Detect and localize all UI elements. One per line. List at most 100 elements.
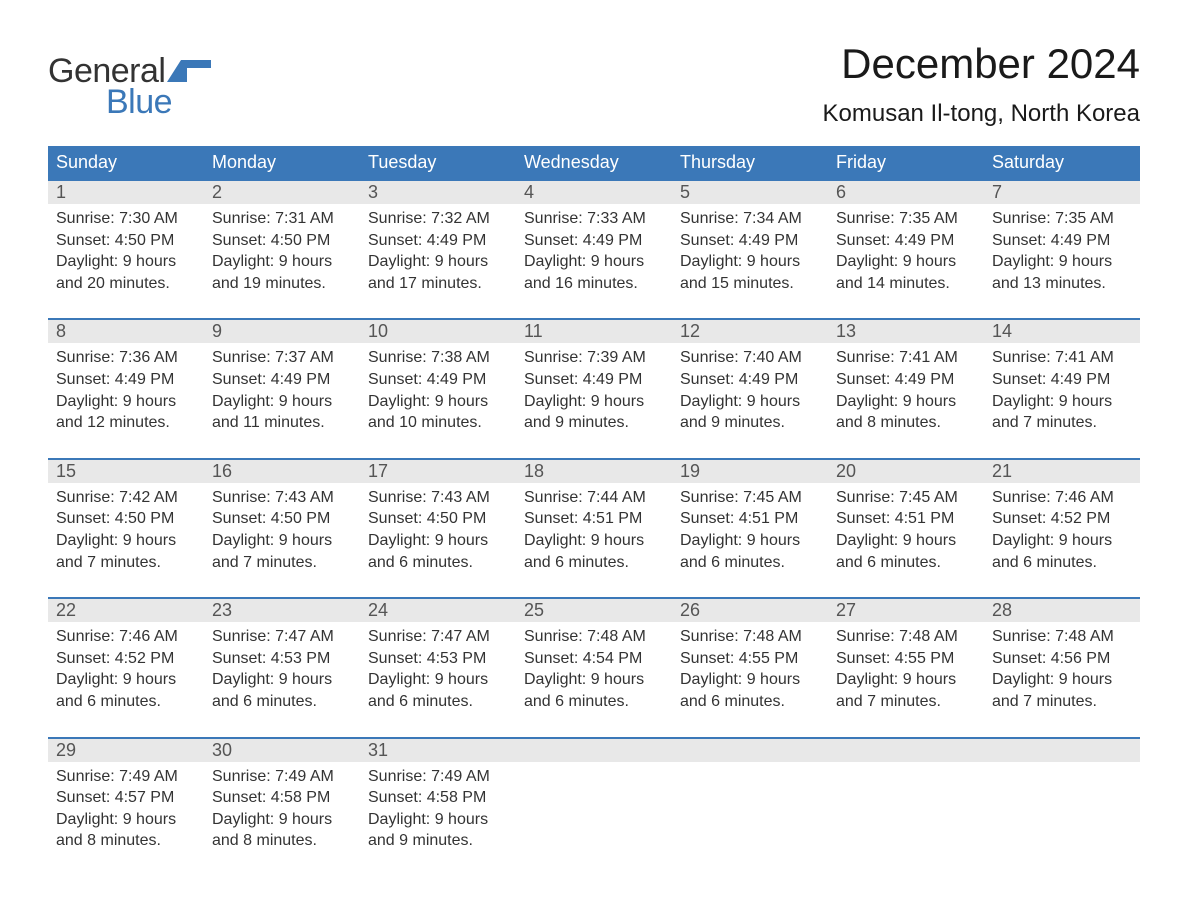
day-day2: and 6 minutes. <box>524 691 664 713</box>
day-number: 30 <box>204 739 360 762</box>
calendar-body: 1Sunrise: 7:30 AMSunset: 4:50 PMDaylight… <box>48 180 1140 876</box>
week-row: 1Sunrise: 7:30 AMSunset: 4:50 PMDaylight… <box>48 180 1140 319</box>
day-cell: 29Sunrise: 7:49 AMSunset: 4:57 PMDayligh… <box>48 738 204 876</box>
day-day1: Daylight: 9 hours <box>212 251 352 273</box>
day-sunset: Sunset: 4:51 PM <box>524 508 664 530</box>
day-day1: Daylight: 9 hours <box>56 391 196 413</box>
day-sunrise: Sunrise: 7:35 AM <box>836 208 976 230</box>
day-cell: 24Sunrise: 7:47 AMSunset: 4:53 PMDayligh… <box>360 598 516 737</box>
day-day2: and 15 minutes. <box>680 273 820 295</box>
day-day2: and 6 minutes. <box>680 552 820 574</box>
day-day1: Daylight: 9 hours <box>56 669 196 691</box>
day-content: Sunrise: 7:39 AMSunset: 4:49 PMDaylight:… <box>516 343 672 457</box>
day-sunset: Sunset: 4:52 PM <box>992 508 1132 530</box>
day-number: 19 <box>672 460 828 483</box>
flag-icon <box>167 60 211 87</box>
day-content: Sunrise: 7:48 AMSunset: 4:55 PMDaylight:… <box>828 622 984 736</box>
day-number: 17 <box>360 460 516 483</box>
day-content: Sunrise: 7:33 AMSunset: 4:49 PMDaylight:… <box>516 204 672 318</box>
day-cell <box>984 738 1140 876</box>
day-content: Sunrise: 7:32 AMSunset: 4:49 PMDaylight:… <box>360 204 516 318</box>
day-cell <box>516 738 672 876</box>
day-sunrise: Sunrise: 7:47 AM <box>212 626 352 648</box>
day-content: Sunrise: 7:49 AMSunset: 4:58 PMDaylight:… <box>360 762 516 876</box>
day-cell: 30Sunrise: 7:49 AMSunset: 4:58 PMDayligh… <box>204 738 360 876</box>
day-day2: and 6 minutes. <box>368 691 508 713</box>
day-sunset: Sunset: 4:54 PM <box>524 648 664 670</box>
day-day1: Daylight: 9 hours <box>368 251 508 273</box>
day-day1: Daylight: 9 hours <box>992 251 1132 273</box>
day-sunrise: Sunrise: 7:43 AM <box>368 487 508 509</box>
day-sunrise: Sunrise: 7:31 AM <box>212 208 352 230</box>
day-sunset: Sunset: 4:49 PM <box>836 230 976 252</box>
day-sunset: Sunset: 4:49 PM <box>836 369 976 391</box>
day-sunset: Sunset: 4:49 PM <box>992 369 1132 391</box>
day-content: Sunrise: 7:43 AMSunset: 4:50 PMDaylight:… <box>360 483 516 597</box>
day-day1: Daylight: 9 hours <box>212 809 352 831</box>
day-number: 31 <box>360 739 516 762</box>
day-sunset: Sunset: 4:49 PM <box>992 230 1132 252</box>
day-sunrise: Sunrise: 7:45 AM <box>680 487 820 509</box>
day-day1: Daylight: 9 hours <box>56 251 196 273</box>
day-cell: 11Sunrise: 7:39 AMSunset: 4:49 PMDayligh… <box>516 319 672 458</box>
day-cell: 19Sunrise: 7:45 AMSunset: 4:51 PMDayligh… <box>672 459 828 598</box>
day-day1: Daylight: 9 hours <box>836 251 976 273</box>
day-content: Sunrise: 7:43 AMSunset: 4:50 PMDaylight:… <box>204 483 360 597</box>
day-sunrise: Sunrise: 7:48 AM <box>524 626 664 648</box>
day-content: Sunrise: 7:35 AMSunset: 4:49 PMDaylight:… <box>828 204 984 318</box>
day-day2: and 20 minutes. <box>56 273 196 295</box>
day-sunrise: Sunrise: 7:33 AM <box>524 208 664 230</box>
day-cell: 22Sunrise: 7:46 AMSunset: 4:52 PMDayligh… <box>48 598 204 737</box>
day-number-empty <box>984 739 1140 762</box>
day-number: 23 <box>204 599 360 622</box>
week-row: 8Sunrise: 7:36 AMSunset: 4:49 PMDaylight… <box>48 319 1140 458</box>
day-day2: and 7 minutes. <box>992 691 1132 713</box>
day-day2: and 11 minutes. <box>212 412 352 434</box>
day-content: Sunrise: 7:47 AMSunset: 4:53 PMDaylight:… <box>204 622 360 736</box>
day-day2: and 16 minutes. <box>524 273 664 295</box>
day-cell: 31Sunrise: 7:49 AMSunset: 4:58 PMDayligh… <box>360 738 516 876</box>
month-title: December 2024 <box>823 40 1141 88</box>
day-number: 20 <box>828 460 984 483</box>
day-content: Sunrise: 7:48 AMSunset: 4:56 PMDaylight:… <box>984 622 1140 736</box>
day-sunrise: Sunrise: 7:40 AM <box>680 347 820 369</box>
day-day1: Daylight: 9 hours <box>836 391 976 413</box>
day-content: Sunrise: 7:31 AMSunset: 4:50 PMDaylight:… <box>204 204 360 318</box>
day-sunrise: Sunrise: 7:46 AM <box>992 487 1132 509</box>
day-cell: 10Sunrise: 7:38 AMSunset: 4:49 PMDayligh… <box>360 319 516 458</box>
day-day2: and 9 minutes. <box>680 412 820 434</box>
day-day1: Daylight: 9 hours <box>524 669 664 691</box>
day-content: Sunrise: 7:49 AMSunset: 4:57 PMDaylight:… <box>48 762 204 876</box>
day-cell: 15Sunrise: 7:42 AMSunset: 4:50 PMDayligh… <box>48 459 204 598</box>
day-cell: 26Sunrise: 7:48 AMSunset: 4:55 PMDayligh… <box>672 598 828 737</box>
day-number: 15 <box>48 460 204 483</box>
day-sunset: Sunset: 4:49 PM <box>524 369 664 391</box>
week-row: 22Sunrise: 7:46 AMSunset: 4:52 PMDayligh… <box>48 598 1140 737</box>
day-sunset: Sunset: 4:51 PM <box>836 508 976 530</box>
day-sunrise: Sunrise: 7:41 AM <box>992 347 1132 369</box>
day-day1: Daylight: 9 hours <box>524 391 664 413</box>
day-cell: 20Sunrise: 7:45 AMSunset: 4:51 PMDayligh… <box>828 459 984 598</box>
day-sunrise: Sunrise: 7:49 AM <box>56 766 196 788</box>
day-content: Sunrise: 7:34 AMSunset: 4:49 PMDaylight:… <box>672 204 828 318</box>
day-cell <box>828 738 984 876</box>
day-sunrise: Sunrise: 7:38 AM <box>368 347 508 369</box>
day-day2: and 19 minutes. <box>212 273 352 295</box>
day-number: 7 <box>984 181 1140 204</box>
day-day1: Daylight: 9 hours <box>992 669 1132 691</box>
day-number-empty <box>672 739 828 762</box>
day-day2: and 7 minutes. <box>212 552 352 574</box>
day-sunset: Sunset: 4:58 PM <box>368 787 508 809</box>
day-sunset: Sunset: 4:49 PM <box>368 369 508 391</box>
day-number: 28 <box>984 599 1140 622</box>
day-sunset: Sunset: 4:49 PM <box>56 369 196 391</box>
day-day1: Daylight: 9 hours <box>680 251 820 273</box>
day-day1: Daylight: 9 hours <box>368 669 508 691</box>
day-number-empty <box>828 739 984 762</box>
day-sunset: Sunset: 4:50 PM <box>212 508 352 530</box>
day-sunset: Sunset: 4:58 PM <box>212 787 352 809</box>
day-day1: Daylight: 9 hours <box>992 530 1132 552</box>
day-number: 22 <box>48 599 204 622</box>
day-day1: Daylight: 9 hours <box>56 809 196 831</box>
day-number: 16 <box>204 460 360 483</box>
